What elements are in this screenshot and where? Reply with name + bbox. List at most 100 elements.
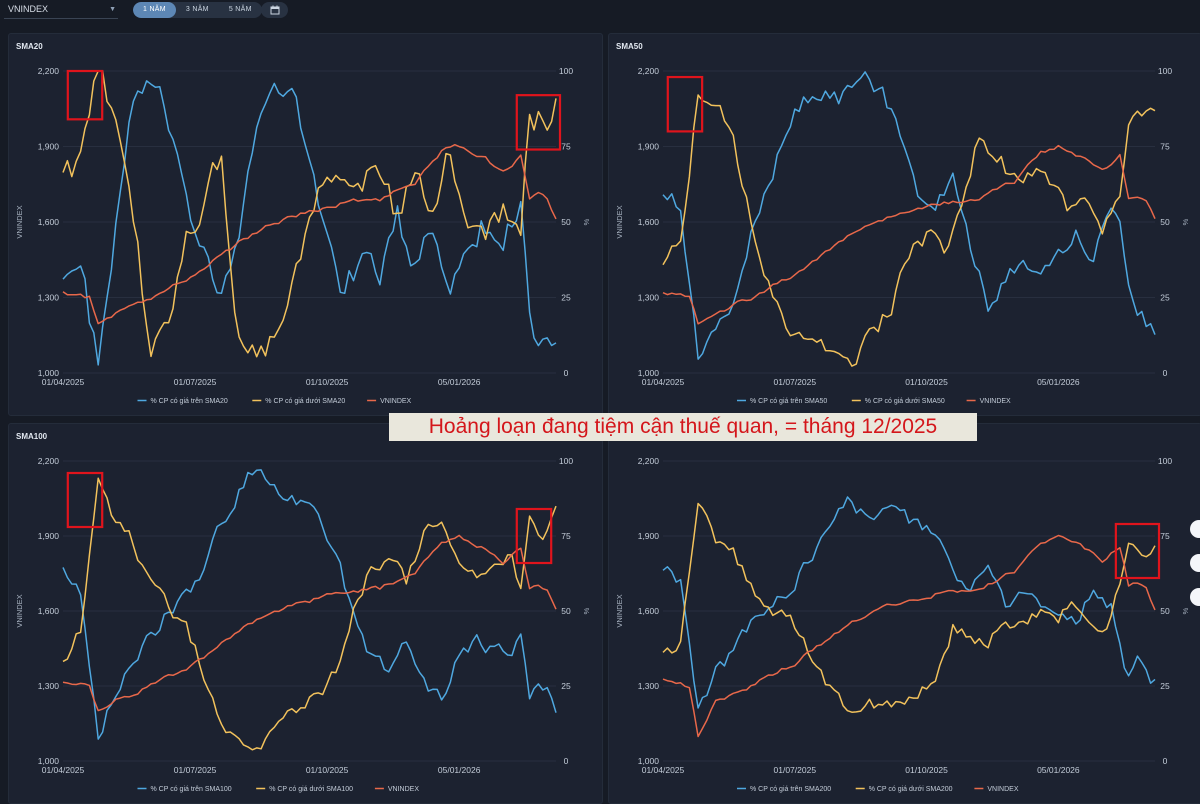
y-left-tick-label: 1,300	[38, 681, 60, 691]
y-left-tick-label: 1,000	[638, 756, 660, 766]
legend-item[interactable]: % CP có giá dưới SMA200	[869, 786, 953, 793]
range-toggle: 1 NĂM 3 NĂM 5 NĂM	[133, 2, 262, 18]
y-left-tick-label: 1,900	[38, 142, 60, 152]
y-left-axis-label: VNINDEX	[615, 594, 624, 627]
legend-item[interactable]: % CP có giá trên SMA200	[750, 786, 831, 793]
legend-item[interactable]: VNINDEX	[980, 398, 1011, 405]
x-tick-label: 05/01/2026	[438, 377, 481, 387]
x-tick-label: 05/01/2026	[1037, 377, 1080, 387]
y-right-tick-label: 50	[1160, 217, 1170, 227]
highlight-box	[515, 507, 553, 565]
y-left-axis-label: VNINDEX	[15, 594, 24, 627]
y-right-axis-label: %	[582, 607, 591, 614]
legend-item[interactable]: % CP có giá dưới SMA50	[865, 398, 945, 405]
y-right-tick-label: 75	[1160, 142, 1170, 152]
series-line-vnindex	[62, 143, 557, 325]
y-left-tick-label: 1,600	[638, 217, 660, 227]
x-tick-label: 01/07/2025	[174, 765, 217, 775]
y-left-tick-label: 1,900	[638, 531, 660, 541]
calendar-button[interactable]	[261, 2, 288, 18]
y-left-tick-label: 1,900	[638, 142, 660, 152]
chart-sma20: SMA20 1,000 1,300 1,600 1,900 2,200 0 25 50 75 100…	[15, 42, 591, 405]
highlight-box	[66, 471, 104, 529]
highlight-box	[1114, 522, 1161, 580]
y-right-tick-label: 100	[559, 66, 573, 76]
side-tool-button[interactable]	[1190, 520, 1200, 538]
chevron-down-icon: ▼	[109, 6, 116, 13]
x-tick-label: 01/10/2025	[306, 765, 349, 775]
y-left-tick-label: 1,300	[638, 293, 660, 303]
y-left-tick-label: 1,000	[38, 756, 60, 766]
y-left-axis-label: VNINDEX	[15, 205, 24, 238]
side-tool-button[interactable]	[1190, 554, 1200, 572]
series-line-below	[662, 502, 1156, 713]
x-tick-label: 01/04/2025	[42, 765, 85, 775]
y-right-tick-label: 50	[561, 217, 571, 227]
y-left-tick-label: 1,900	[38, 531, 60, 541]
y-right-tick-label: 0	[1163, 756, 1168, 766]
y-right-tick-label: 100	[559, 456, 573, 466]
series-line-above	[62, 80, 557, 366]
x-tick-label: 01/10/2025	[905, 377, 948, 387]
y-left-tick-label: 1,300	[638, 681, 660, 691]
highlight-box	[66, 69, 104, 121]
series-line-above	[662, 71, 1156, 360]
x-tick-label: 01/10/2025	[306, 377, 349, 387]
y-left-tick-label: 2,200	[38, 66, 60, 76]
series-line-vnindex	[62, 534, 557, 712]
y-right-tick-label: 100	[1158, 456, 1172, 466]
chart-sma200: SMA2001,0001,3001,6001,9002,200025507510…	[615, 432, 1190, 793]
y-right-tick-label: 25	[1160, 681, 1170, 691]
series-line-above	[62, 469, 557, 740]
y-left-tick-label: 1,600	[38, 606, 60, 616]
y-right-tick-label: 25	[1160, 293, 1170, 303]
series-line-below	[62, 70, 557, 358]
range-1-year-button[interactable]: 1 NĂM	[133, 2, 176, 18]
legend-item[interactable]: % CP có giá trên SMA100	[151, 786, 232, 793]
y-right-tick-label: 0	[564, 756, 569, 766]
x-tick-label: 01/07/2025	[174, 377, 217, 387]
y-left-tick-label: 2,200	[638, 66, 660, 76]
legend-item[interactable]: % CP có giá trên SMA20	[151, 398, 228, 405]
y-right-axis-label: %	[1181, 218, 1190, 225]
side-tool-button[interactable]	[1190, 588, 1200, 606]
range-5-year-button[interactable]: 5 NĂM	[228, 6, 252, 13]
chart-sma100: SMA100 1,000 1,300 1,600 1,900 2,200 0 25 50 75 10…	[15, 432, 591, 793]
y-right-axis-label: %	[1181, 607, 1190, 614]
x-tick-label: 01/10/2025	[905, 765, 948, 775]
y-left-tick-label: 2,200	[38, 456, 60, 466]
panel-sma200: SMA2001,0001,3001,6001,9002,200025507510…	[608, 423, 1200, 804]
y-left-tick-label: 1,000	[38, 368, 60, 378]
legend-item[interactable]: VNINDEX	[380, 398, 411, 405]
legend-item[interactable]: % CP có giá dưới SMA100	[269, 786, 353, 793]
y-right-tick-label: 50	[561, 606, 571, 616]
series-line-vnindex	[662, 534, 1156, 738]
legend-item[interactable]: VNINDEX	[987, 786, 1018, 793]
index-selector[interactable]: VNINDEX ▼	[4, 2, 118, 19]
chart-title: SMA20	[16, 42, 43, 51]
y-right-tick-label: 100	[1158, 66, 1172, 76]
y-right-tick-label: 50	[1160, 606, 1170, 616]
panel-sma20: SMA20 1,000 1,300 1,600 1,900 2,200 0 25 50 75 100…	[8, 33, 603, 416]
x-tick-label: 01/07/2025	[774, 377, 817, 387]
x-tick-label: 01/04/2025	[642, 765, 685, 775]
y-left-tick-label: 1,600	[638, 606, 660, 616]
annotation-banner: Hoảng loạn đang tiệm cận thuế quan, = th…	[389, 413, 977, 441]
range-3-year-button[interactable]: 3 NĂM	[185, 6, 209, 13]
series-line-below	[62, 477, 557, 751]
series-line-vnindex	[662, 144, 1156, 325]
y-left-tick-label: 2,200	[638, 456, 660, 466]
panel-sma100: SMA100 1,000 1,300 1,600 1,900 2,200 0 25 50 75 10…	[8, 423, 603, 804]
y-right-tick-label: 0	[564, 368, 569, 378]
highlight-box	[515, 94, 562, 151]
y-right-tick-label: 75	[1160, 531, 1170, 541]
x-tick-label: 01/07/2025	[774, 765, 817, 775]
legend-item[interactable]: VNINDEX	[388, 786, 419, 793]
legend-item[interactable]: % CP có giá trên SMA50	[750, 398, 827, 405]
legend-item[interactable]: % CP có giá dưới SMA20	[265, 398, 345, 405]
y-right-tick-label: 25	[561, 293, 571, 303]
y-left-axis-label: VNINDEX	[615, 205, 624, 238]
x-tick-label: 01/04/2025	[642, 377, 685, 387]
y-right-tick-label: 75	[561, 142, 571, 152]
panel-sma50: SMA50 1,000 1,300 1,600 1,900 2,200 0 25 50 75 100…	[608, 33, 1200, 416]
